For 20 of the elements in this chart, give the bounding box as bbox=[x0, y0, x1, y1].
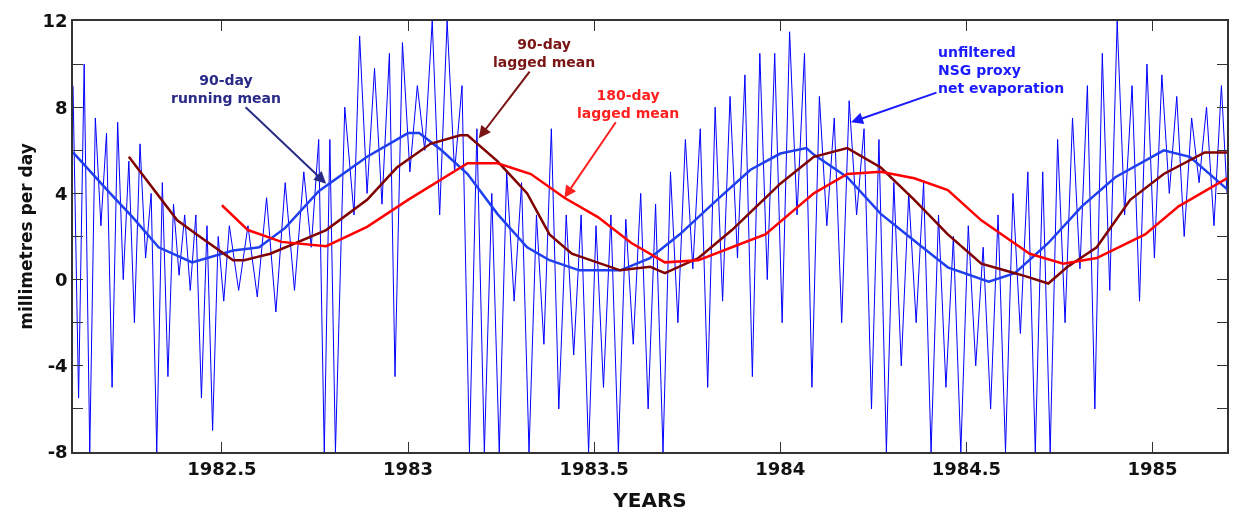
x-tick-label: 1982.5 bbox=[187, 458, 257, 480]
annotation: 90-day running mean bbox=[171, 72, 281, 107]
x-tick-label: 1984 bbox=[755, 458, 806, 480]
annotation: 180-day lagged mean bbox=[577, 87, 680, 122]
x-tick-label: 1983 bbox=[382, 458, 434, 480]
y-tick-label: 0 bbox=[55, 268, 68, 290]
x-axis-title: YEARS bbox=[612, 488, 687, 513]
y-tick-label: -4 bbox=[47, 355, 68, 377]
y-tick-label: 8 bbox=[55, 96, 68, 118]
y-tick-label: -8 bbox=[47, 441, 68, 463]
x-tick-label: 1983.5 bbox=[559, 458, 629, 480]
y-axis-title: millimetres per day bbox=[15, 143, 36, 330]
y-tick-label: 12 bbox=[42, 10, 68, 32]
annotation: unfiltered NSG proxy net evaporation bbox=[938, 44, 1065, 97]
y-tick-label: 4 bbox=[55, 182, 68, 204]
x-tick-label: 1985 bbox=[1127, 458, 1178, 480]
line-series bbox=[73, 21, 1227, 452]
line-series bbox=[220, 161, 1227, 265]
annotation: 90-day lagged mean bbox=[493, 36, 596, 71]
x-tick-label: 1984.5 bbox=[931, 458, 1002, 480]
